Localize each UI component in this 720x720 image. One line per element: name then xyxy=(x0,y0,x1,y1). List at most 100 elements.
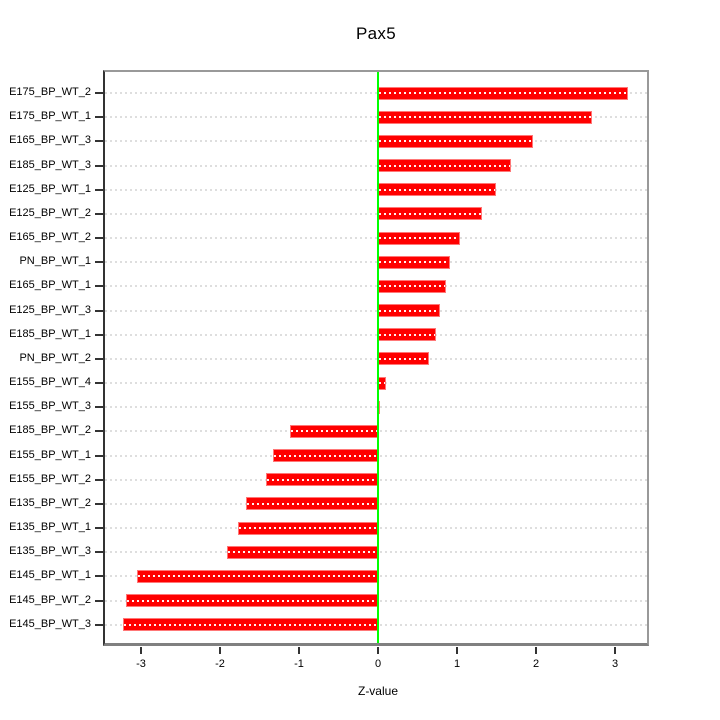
bar xyxy=(272,449,378,463)
gridline xyxy=(105,285,647,288)
bar-dash-pattern xyxy=(379,382,385,385)
y-axis-label: E125_BP_WT_3 xyxy=(9,303,91,316)
gridline xyxy=(105,333,647,336)
y-axis-tick xyxy=(95,454,103,457)
gridline xyxy=(105,212,647,215)
bar-dash-pattern xyxy=(239,527,377,530)
y-axis-tick xyxy=(95,285,103,288)
gridline xyxy=(105,188,647,191)
bar xyxy=(378,376,386,390)
y-axis-label: E155_BP_WT_4 xyxy=(9,376,91,389)
gridline xyxy=(105,140,647,143)
gridline xyxy=(105,237,647,240)
y-axis-tick xyxy=(95,237,103,240)
gridline xyxy=(105,116,647,119)
gridline xyxy=(105,357,647,360)
bar xyxy=(378,134,533,148)
y-axis-label: E165_BP_WT_3 xyxy=(9,134,91,147)
x-axis-tick xyxy=(535,647,537,654)
bar xyxy=(122,618,378,632)
y-axis-tick xyxy=(95,406,103,409)
y-axis-label: E125_BP_WT_1 xyxy=(9,182,91,195)
bar xyxy=(378,255,450,269)
y-axis-tick xyxy=(95,478,103,481)
x-axis-tick-label: 3 xyxy=(611,658,619,670)
bar-dash-pattern xyxy=(266,478,377,481)
bar-dash-pattern xyxy=(379,116,592,119)
bar xyxy=(246,497,378,511)
bar xyxy=(378,304,440,318)
bar-dash-pattern xyxy=(379,357,428,360)
gridline xyxy=(105,92,647,94)
y-axis-tick xyxy=(95,261,103,264)
x-axis-tick xyxy=(456,647,458,654)
y-axis-label: E185_BP_WT_3 xyxy=(9,158,91,171)
y-axis-tick xyxy=(95,430,103,433)
bar-dash-pattern xyxy=(379,92,628,94)
y-axis-tick xyxy=(95,92,103,94)
y-axis-label: E135_BP_WT_2 xyxy=(9,496,91,509)
bar-dash-pattern xyxy=(379,261,449,264)
bar xyxy=(227,545,378,559)
plot-area xyxy=(103,70,649,646)
y-axis-tick xyxy=(95,164,103,167)
x-axis-tick-label: -3 xyxy=(136,658,146,670)
x-axis-title: Z-value xyxy=(357,684,398,698)
bar xyxy=(378,86,629,100)
x-axis-tick-label: -2 xyxy=(215,658,225,670)
y-axis-tick xyxy=(95,551,103,554)
y-axis-label: E145_BP_WT_3 xyxy=(9,617,91,630)
bar-dash-pattern xyxy=(291,430,377,433)
x-axis-tick-label: 2 xyxy=(532,658,540,670)
bar-dash-pattern xyxy=(138,575,377,578)
gridline xyxy=(105,309,647,312)
gridline xyxy=(105,382,647,385)
y-axis-label: E145_BP_WT_2 xyxy=(9,593,91,606)
bar-dash-pattern xyxy=(379,212,482,215)
y-axis-label: E155_BP_WT_2 xyxy=(9,472,91,485)
y-axis-label: E135_BP_WT_3 xyxy=(9,545,91,558)
y-axis-label: E175_BP_WT_1 xyxy=(9,110,91,123)
bar-dash-pattern xyxy=(247,502,377,505)
x-axis-tick-label: 0 xyxy=(374,658,382,670)
bar-dash-pattern xyxy=(228,551,377,554)
y-axis-label: E135_BP_WT_1 xyxy=(9,521,91,534)
x-axis-tick-label: 1 xyxy=(453,658,461,670)
y-axis-tick xyxy=(95,575,103,578)
x-axis-tick-label: -1 xyxy=(294,658,304,670)
bar xyxy=(378,159,511,172)
y-axis-label: E155_BP_WT_3 xyxy=(9,400,91,413)
x-axis-tick xyxy=(219,647,221,654)
y-axis-label: E185_BP_WT_1 xyxy=(9,327,91,340)
bar xyxy=(378,352,429,366)
zero-reference-line xyxy=(377,72,379,643)
bar xyxy=(238,521,378,535)
bar xyxy=(378,231,461,245)
y-axis-tick xyxy=(95,527,103,530)
bar-dash-pattern xyxy=(379,188,495,191)
bar xyxy=(378,183,496,197)
bar xyxy=(265,473,378,487)
gridline xyxy=(105,406,647,409)
bar xyxy=(378,279,446,293)
x-axis-tick xyxy=(377,647,379,654)
y-axis-label: PN_BP_WT_2 xyxy=(19,351,91,364)
y-axis-tick xyxy=(95,309,103,312)
y-axis-tick xyxy=(95,140,103,143)
bar-dash-pattern xyxy=(379,309,439,312)
bar-dash-pattern xyxy=(379,285,445,288)
chart-title: Pax5 xyxy=(356,24,396,43)
bar-dash-pattern xyxy=(379,333,435,336)
y-axis-tick xyxy=(95,623,103,626)
bar xyxy=(125,594,378,608)
bar xyxy=(290,424,378,438)
y-axis-label: PN_BP_WT_1 xyxy=(19,255,91,268)
x-axis-tick xyxy=(140,647,142,654)
y-axis-tick xyxy=(95,382,103,385)
x-axis-tick xyxy=(614,647,616,654)
y-axis-tick xyxy=(95,599,103,602)
x-axis-tick xyxy=(298,647,300,654)
gridline xyxy=(105,164,647,167)
bar xyxy=(378,207,483,221)
